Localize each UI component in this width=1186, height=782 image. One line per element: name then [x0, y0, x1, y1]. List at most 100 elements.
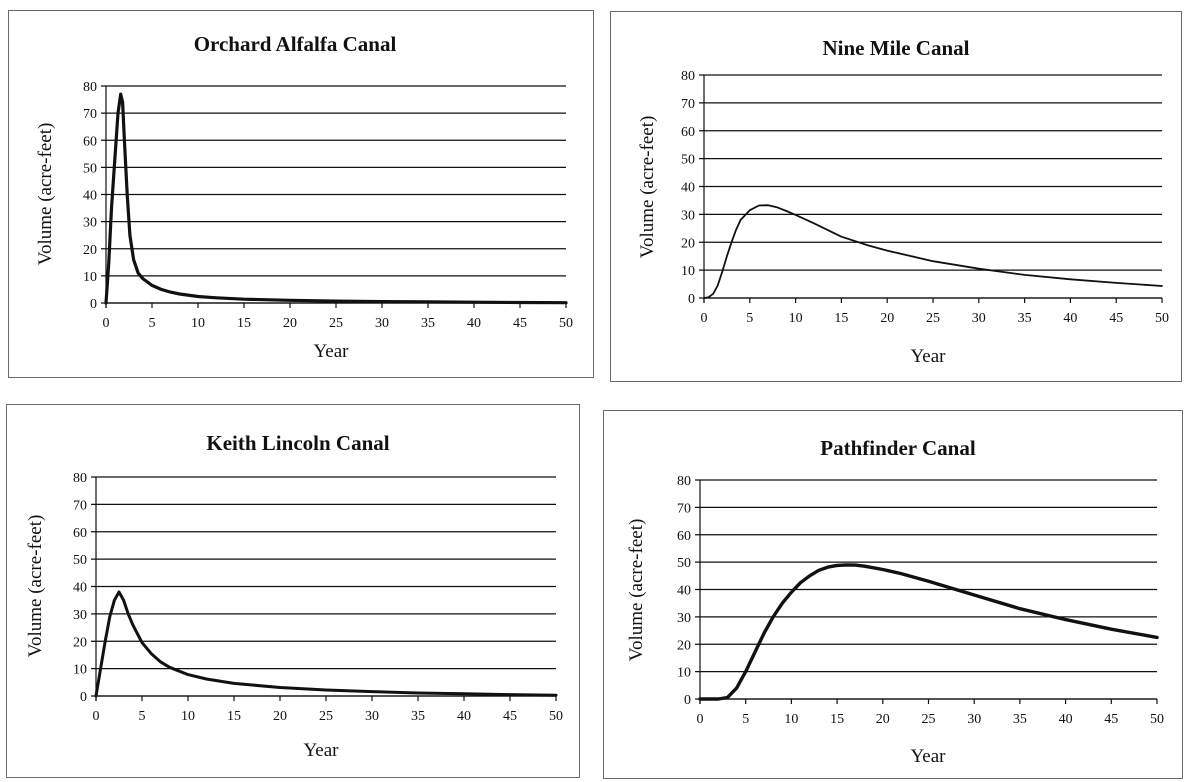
y-tick-label: 40	[677, 584, 691, 599]
chart-panel-orchard-alfalfa: Orchard Alfalfa Canal 0 10 20 30 40 50 60 70 80 0 5…	[8, 10, 594, 378]
y-tick-label: 30	[681, 208, 695, 223]
x-tick-label: 5	[149, 316, 156, 331]
y-tick-label: 30	[73, 608, 87, 623]
x-tick-label: 20	[273, 709, 287, 724]
x-tick-label: 50	[1155, 311, 1169, 326]
y-tick-label: 80	[73, 471, 87, 486]
y-tick-label: 60	[677, 529, 691, 544]
x-tick-label: 0	[103, 316, 110, 331]
y-axis-label: Volume (acre-feet)	[637, 116, 658, 259]
chart-panel-nine-mile: Nine Mile Canal 0 10 20 30 40 50 60 70 80 0 5 10 15 20…	[610, 11, 1182, 382]
x-tick-label: 15	[227, 709, 241, 724]
x-tick-label: 50	[559, 316, 573, 331]
y-axis-label: Volume (acre-feet)	[626, 519, 647, 662]
y-tick-label: 70	[83, 107, 97, 122]
x-tick-label: 35	[1018, 311, 1032, 326]
x-tick-label: 40	[467, 316, 481, 331]
y-tick-label: 0	[90, 297, 97, 312]
x-tick-label: 5	[742, 712, 749, 727]
x-tick-label: 25	[926, 311, 940, 326]
y-tick-label: 60	[681, 125, 695, 140]
y-tick-label: 10	[83, 270, 97, 285]
series-line	[104, 92, 568, 305]
chart-svg: Orchard Alfalfa Canal 0 10 20 30 40 50 60 70 80 0 5…	[35, 32, 573, 362]
y-tick-label: 10	[73, 663, 87, 678]
y-tick-label: 10	[681, 264, 695, 279]
x-tick-label: 15	[834, 311, 848, 326]
y-tick-label: 50	[681, 153, 695, 168]
chart-svg: Keith Lincoln Canal 0 10 20 30 40 50 60 70 80 0 5 10…	[25, 431, 563, 761]
y-axis-label: Volume (acre-feet)	[25, 515, 46, 658]
x-tick-label: 10	[784, 712, 798, 727]
y-tick-label: 50	[83, 161, 97, 176]
y-tick-label: 80	[677, 474, 691, 489]
x-axis-label: Year	[313, 341, 349, 362]
chart-title: Pathfinder Canal	[820, 436, 976, 460]
x-tick-label: 35	[421, 316, 435, 331]
y-tick-label: 10	[677, 666, 691, 681]
x-tick-label: 10	[181, 709, 195, 724]
x-tick-label: 15	[237, 316, 251, 331]
x-tick-label: 10	[191, 316, 205, 331]
y-tick-label: 80	[83, 80, 97, 95]
chart-panel-pathfinder: Pathfinder Canal 0 10 20 30 40 50 60 70 80 0 5 10 15 2…	[603, 410, 1183, 779]
x-tick-label: 45	[513, 316, 527, 331]
x-tick-label: 30	[967, 712, 981, 727]
x-tick-label: 25	[329, 316, 343, 331]
x-tick-label: 20	[283, 316, 297, 331]
y-tick-label: 50	[73, 553, 87, 568]
y-tick-label: 70	[73, 498, 87, 513]
chart-title: Orchard Alfalfa Canal	[194, 32, 397, 56]
y-tick-label: 0	[688, 292, 695, 307]
y-tick-label: 60	[83, 134, 97, 149]
x-tick-label: 10	[789, 311, 803, 326]
x-tick-label: 30	[375, 316, 389, 331]
x-tick-label: 50	[549, 709, 563, 724]
y-tick-label: 40	[681, 181, 695, 196]
x-tick-label: 30	[972, 311, 986, 326]
y-tick-label: 20	[73, 635, 87, 650]
chart-svg: Nine Mile Canal 0 10 20 30 40 50 60 70 80 0 5 10 15 20…	[637, 36, 1169, 367]
chart-svg: Pathfinder Canal 0 10 20 30 40 50 60 70 80 0 5 10 15 2…	[626, 436, 1164, 767]
x-tick-label: 0	[697, 712, 704, 727]
y-tick-label: 60	[73, 526, 87, 541]
y-axis-label: Volume (acre-feet)	[35, 123, 56, 266]
x-axis-label: Year	[910, 346, 946, 367]
x-tick-label: 0	[93, 709, 100, 724]
y-tick-label: 30	[677, 611, 691, 626]
y-tick-label: 20	[681, 236, 695, 251]
y-tick-label: 40	[83, 189, 97, 204]
x-axis-label: Year	[910, 746, 946, 767]
chart-title: Keith Lincoln Canal	[206, 431, 389, 455]
x-tick-label: 45	[1109, 311, 1123, 326]
series-line	[94, 590, 558, 698]
x-tick-label: 35	[411, 709, 425, 724]
y-tick-label: 70	[681, 97, 695, 112]
x-tick-label: 45	[1104, 712, 1118, 727]
series-line	[698, 563, 1159, 701]
x-tick-label: 25	[922, 712, 936, 727]
y-tick-label: 40	[73, 581, 87, 596]
y-tick-label: 80	[681, 69, 695, 84]
x-tick-label: 20	[880, 311, 894, 326]
y-tick-label: 50	[677, 556, 691, 571]
x-tick-label: 0	[701, 311, 708, 326]
x-tick-label: 35	[1013, 712, 1027, 727]
x-tick-label: 5	[139, 709, 146, 724]
x-tick-label: 50	[1150, 712, 1164, 727]
y-tick-label: 0	[80, 690, 87, 705]
chart-panel-keith-lincoln: Keith Lincoln Canal 0 10 20 30 40 50 60 70 80 0 5 10…	[6, 404, 580, 778]
x-tick-label: 40	[457, 709, 471, 724]
chart-title: Nine Mile Canal	[823, 36, 970, 60]
x-axis-label: Year	[303, 740, 339, 761]
x-tick-label: 40	[1059, 712, 1073, 727]
x-tick-label: 25	[319, 709, 333, 724]
x-tick-label: 40	[1063, 311, 1077, 326]
x-tick-label: 45	[503, 709, 517, 724]
x-tick-label: 30	[365, 709, 379, 724]
x-tick-label: 20	[876, 712, 890, 727]
x-tick-label: 5	[746, 311, 753, 326]
series-line	[703, 204, 1163, 299]
x-tick-label: 15	[830, 712, 844, 727]
y-tick-label: 0	[684, 693, 691, 708]
